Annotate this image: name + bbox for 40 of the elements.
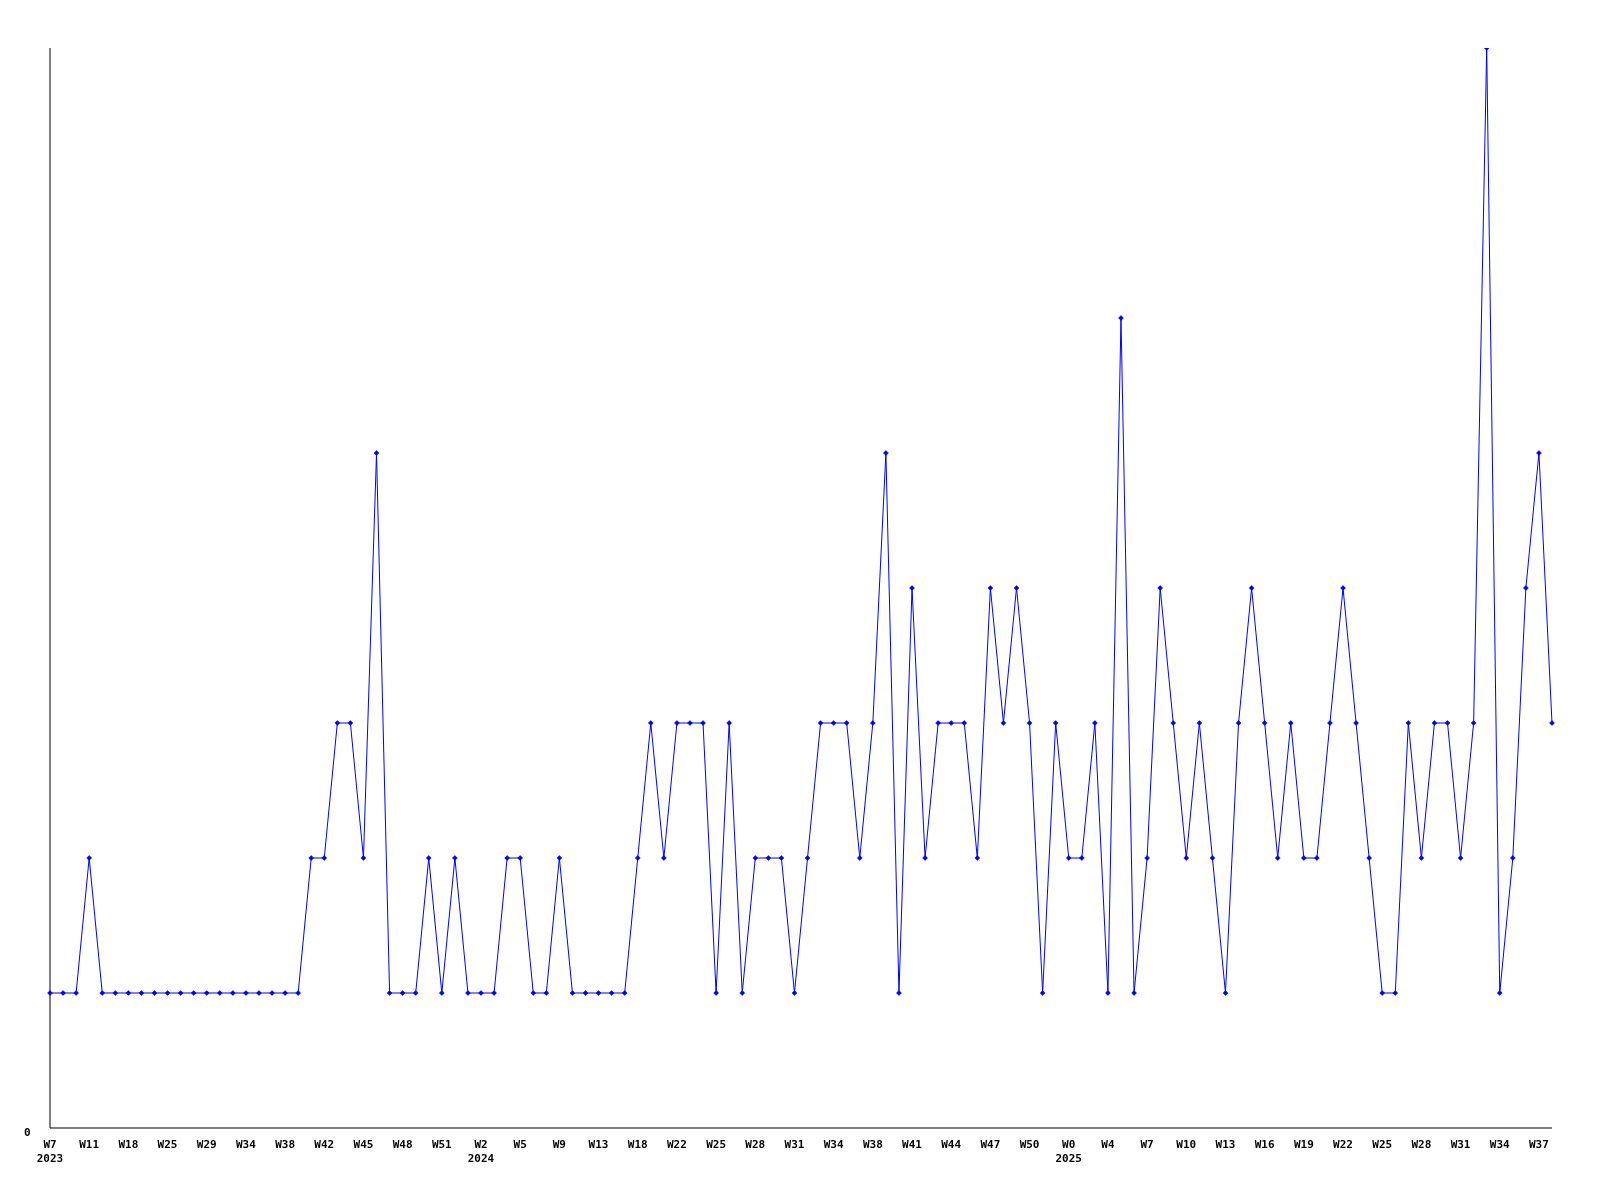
x-tick-label: W41 [902,1138,923,1151]
x-tick-label: W50 [1019,1138,1040,1151]
x-tick-label: W7 [1140,1138,1154,1151]
x-tick-label: W31 [784,1138,805,1151]
x-tick-label: W44 [941,1138,962,1151]
x-tick-label: W47 [980,1138,1001,1151]
x-tick-label: W19 [1293,1138,1314,1151]
x-tick-label: W18 [627,1138,648,1151]
x-tick-label: W4 [1101,1138,1115,1151]
x-tick-label: W13 [1215,1138,1236,1151]
x-tick-label: W18 [118,1138,139,1151]
x-tick-label: W31 [1450,1138,1471,1151]
x-tick-label: W34 [235,1138,257,1151]
x-tick-label: W2 2024 [467,1138,495,1165]
x-tick-label: W9 [552,1138,566,1151]
x-tick-label: W38 [862,1138,883,1151]
x-tick-label: W51 [431,1138,453,1151]
x-tick-label: W37 [1529,1138,1549,1151]
x-tick-label: W7 2023 [36,1138,64,1165]
x-tick-label: W10 [1176,1138,1197,1151]
x-tick-label: W34 [1489,1138,1511,1151]
x-tick-label: W13 [588,1138,609,1151]
x-tick-label: W25 [706,1138,727,1151]
text: 0 [24,1126,31,1139]
x-tick-label: W5 [513,1138,527,1151]
x-tick-label: W38 [275,1138,296,1151]
x-tick-label: W25 [157,1138,178,1151]
x-tick-label: W29 [196,1138,217,1151]
x-tick-label: W22 [666,1138,687,1151]
x-tick-label: W11 [79,1138,100,1151]
x-tick-label: W16 [1254,1138,1275,1151]
x-tick-label: W28 [745,1138,766,1151]
x-tick-label: W48 [392,1138,413,1151]
x-tick-label: W28 [1411,1138,1432,1151]
x-tick-label: W0 2025 [1055,1138,1082,1165]
x-tick-label: W22 [1333,1138,1353,1151]
x-tick-label: W42 [314,1138,335,1151]
x-tick-label: W45 [353,1138,374,1151]
x-tick-label: W25 [1372,1138,1393,1151]
x-tick-label: W34 [823,1138,844,1151]
